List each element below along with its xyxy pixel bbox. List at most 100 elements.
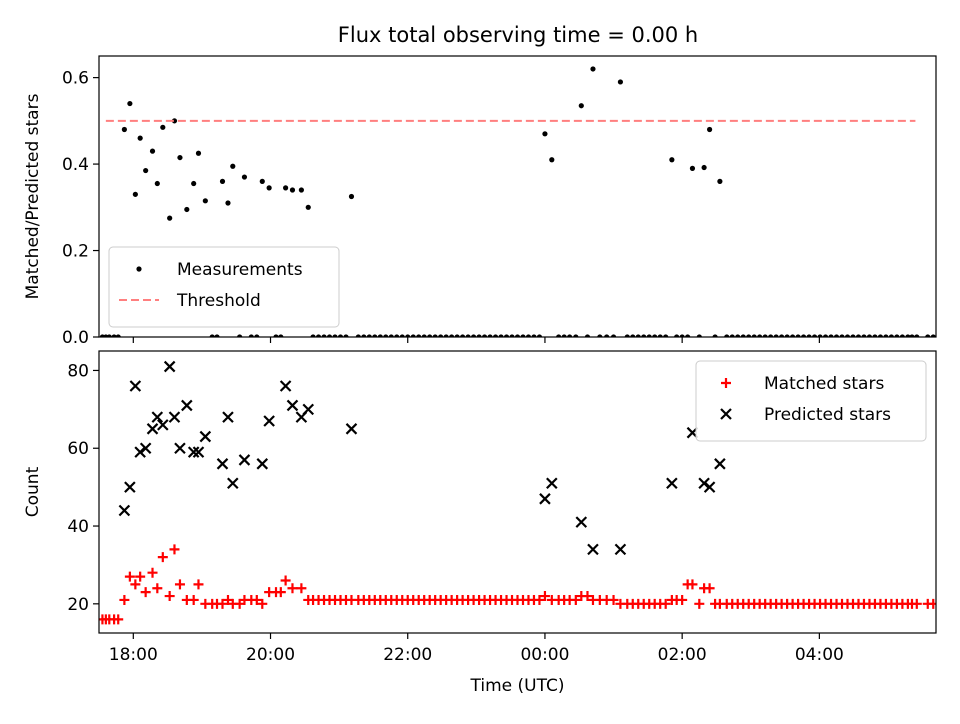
data-point	[883, 334, 889, 337]
data-point	[151, 411, 164, 423]
data-point	[191, 180, 197, 187]
data-point	[844, 334, 851, 337]
data-point	[143, 167, 149, 174]
legend-box	[695, 360, 927, 442]
data-point	[641, 334, 647, 337]
data-point	[326, 334, 333, 337]
data-point	[283, 185, 289, 191]
data-point	[850, 334, 856, 337]
data-point	[704, 583, 715, 594]
data-point	[256, 458, 269, 470]
data-point	[930, 334, 936, 337]
data-point	[254, 334, 260, 337]
data-point	[762, 334, 768, 337]
data-point	[136, 266, 142, 272]
data-point	[399, 334, 405, 337]
series-predicted-stars	[118, 360, 726, 556]
data-point	[872, 334, 878, 337]
data-point	[188, 594, 199, 605]
data-point	[698, 477, 710, 490]
series-group	[99, 360, 936, 625]
y-tick-label: 0.0	[62, 328, 89, 348]
x-tick-label: 02:00	[658, 645, 707, 665]
data-point	[657, 334, 663, 337]
data-point	[806, 334, 812, 337]
data-point	[121, 126, 127, 133]
data-point	[279, 380, 292, 392]
data-point	[899, 334, 905, 337]
data-point	[443, 334, 449, 337]
data-point	[132, 191, 138, 197]
data-point	[746, 334, 752, 337]
y-tick-label: 0.4	[62, 155, 89, 175]
plot-ratio: 0.0 0.2 0.4 0.6 Matched/Predicted stars Measu…	[23, 55, 937, 348]
data-point	[561, 334, 567, 337]
data-point	[928, 598, 936, 609]
data-point	[106, 334, 112, 337]
data-point	[140, 587, 151, 598]
data-point	[701, 164, 707, 171]
data-point	[768, 334, 774, 337]
data-point	[410, 334, 416, 337]
data-point	[542, 131, 548, 137]
data-point	[677, 594, 688, 605]
data-point	[811, 334, 818, 337]
data-point	[222, 411, 234, 423]
legend-box	[108, 246, 340, 328]
data-point	[202, 198, 208, 204]
data-point	[289, 187, 296, 193]
data-point	[833, 334, 840, 337]
data-point	[147, 567, 158, 578]
data-point	[610, 334, 617, 337]
data-point	[460, 334, 466, 337]
data-point	[685, 334, 691, 337]
data-point	[855, 334, 862, 337]
legend-entry: Threshold	[176, 291, 261, 311]
data-point	[259, 178, 265, 184]
data-point	[251, 594, 262, 605]
data-point	[343, 334, 349, 337]
data-point	[817, 334, 823, 337]
data-point	[608, 594, 619, 605]
data-point	[193, 579, 204, 590]
series-matched-stars	[99, 544, 936, 625]
data-point	[721, 378, 731, 388]
data-point	[839, 334, 845, 337]
data-point	[717, 178, 723, 184]
data-point	[237, 334, 243, 337]
data-point	[366, 334, 372, 337]
data-point	[779, 334, 785, 337]
legend: Matched stars Predicted stars	[695, 360, 927, 442]
data-point	[509, 334, 515, 337]
data-point	[487, 334, 493, 337]
legend-entry: Measurements	[177, 260, 303, 280]
data-point	[570, 594, 581, 605]
data-point	[590, 66, 596, 72]
data-point	[549, 157, 555, 163]
data-point	[181, 399, 193, 412]
data-point	[556, 334, 562, 337]
data-point	[604, 334, 610, 337]
data-point	[438, 334, 444, 337]
data-point	[219, 178, 226, 184]
data-point	[192, 446, 205, 458]
series-group	[99, 66, 936, 337]
data-point	[773, 334, 779, 337]
data-point	[174, 579, 185, 590]
data-point	[481, 334, 488, 337]
data-point	[720, 408, 732, 420]
data-point	[139, 442, 152, 455]
data-point	[355, 334, 361, 337]
data-point	[169, 544, 180, 555]
data-point	[227, 477, 239, 490]
data-point	[405, 334, 411, 337]
data-point	[724, 334, 730, 337]
data-point	[225, 200, 231, 206]
data-point	[127, 100, 133, 107]
data-point	[287, 583, 298, 594]
data-point	[729, 334, 735, 337]
data-point	[174, 442, 186, 455]
data-point	[241, 174, 248, 180]
data-point	[740, 334, 746, 337]
data-point	[337, 334, 344, 337]
